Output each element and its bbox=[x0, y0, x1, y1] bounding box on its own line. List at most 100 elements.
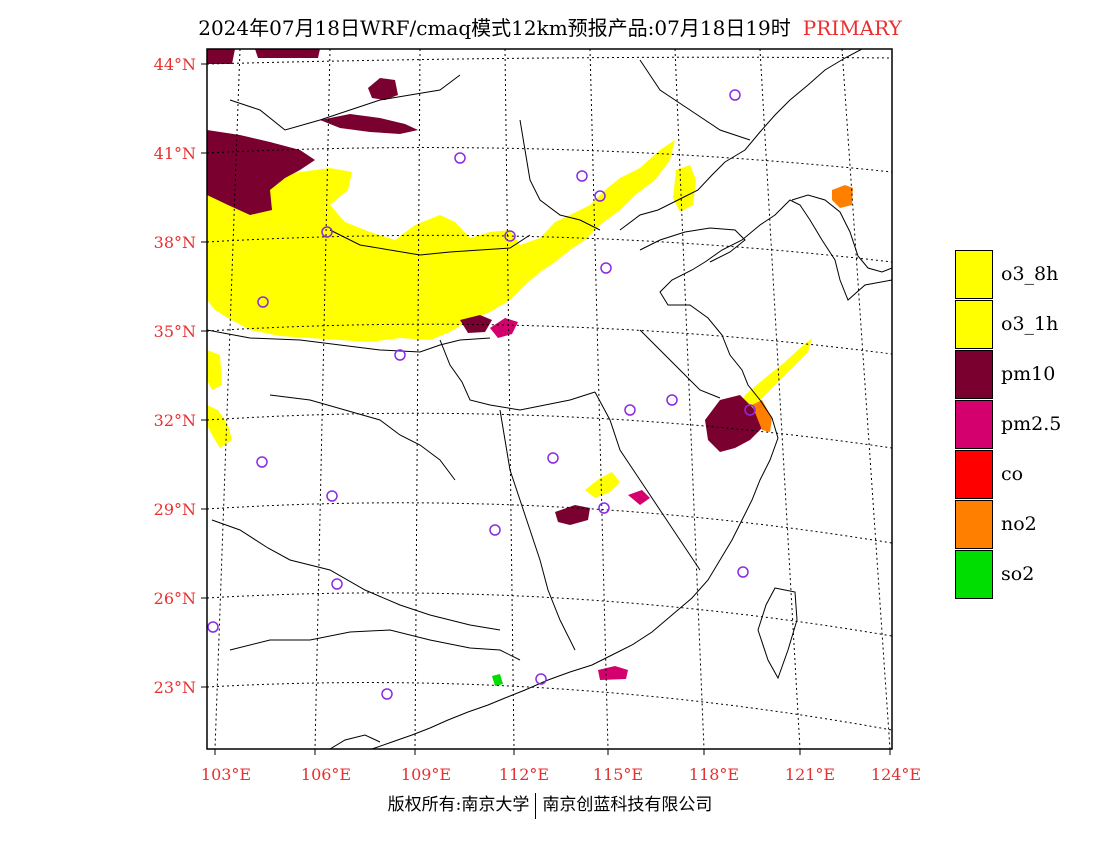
meridian-112e bbox=[504, 49, 515, 749]
lat-label: 32°N bbox=[154, 411, 196, 430]
lat-label: 44°N bbox=[154, 55, 196, 74]
taiwan-island bbox=[757, 587, 798, 680]
city-marker bbox=[600, 262, 612, 274]
city-markers bbox=[207, 89, 756, 700]
lon-label: 124°E bbox=[871, 765, 921, 784]
legend-item-no2: no2 bbox=[955, 499, 1061, 549]
meridian-118e bbox=[674, 49, 705, 749]
province-11 bbox=[229, 629, 521, 661]
province-6 bbox=[594, 391, 701, 571]
legend-item-pm10: pm10 bbox=[955, 349, 1061, 399]
lat-label: 23°N bbox=[154, 678, 196, 697]
korea-coast bbox=[791, 194, 892, 273]
legend: o3_8h o3_1h pm10 pm2.5 co no2 so2 bbox=[955, 249, 1061, 599]
o3-region-northeast bbox=[673, 165, 696, 212]
city-marker bbox=[594, 190, 606, 202]
title-text: 2024年07月18日WRF/cmaq模式12km预报产品:07月18日19时 bbox=[198, 16, 791, 40]
legend-swatch bbox=[955, 399, 993, 449]
footer-credit: 版权所有:南京大学 南京创蓝科技有限公司 bbox=[0, 790, 1100, 819]
lat-label: 35°N bbox=[154, 322, 196, 341]
lon-label: 106°E bbox=[301, 765, 351, 784]
shandong-coast bbox=[639, 227, 746, 263]
lat-label: 38°N bbox=[154, 233, 196, 252]
meridian-109e bbox=[414, 49, 421, 749]
city-marker bbox=[547, 452, 559, 464]
no2-patch-korea bbox=[832, 185, 853, 208]
legend-item-co: co bbox=[955, 449, 1061, 499]
legend-label: co bbox=[1001, 463, 1024, 485]
city-marker bbox=[535, 673, 547, 685]
legend-swatch bbox=[955, 349, 993, 399]
legend-label: pm2.5 bbox=[1001, 413, 1062, 435]
lon-label: 118°E bbox=[689, 765, 739, 784]
province-5 bbox=[499, 409, 576, 651]
city-marker bbox=[257, 296, 269, 308]
meridian-121e bbox=[759, 49, 801, 749]
bohai-coast bbox=[619, 49, 863, 231]
title-primary-tag: PRIMARY bbox=[802, 16, 902, 40]
meridian-124e bbox=[841, 49, 891, 749]
longitude-labels: 103°E 106°E 109°E 112°E 115°E 118°E 121°… bbox=[201, 765, 921, 784]
legend-label: no2 bbox=[1001, 513, 1037, 535]
pm10-patch-44n bbox=[368, 78, 398, 100]
legend-label: o3_8h bbox=[1001, 263, 1059, 285]
city-marker bbox=[624, 404, 636, 416]
pm25-patch-north bbox=[490, 318, 518, 338]
legend-swatch bbox=[955, 249, 993, 299]
lat-label: 29°N bbox=[154, 500, 196, 519]
axis-ticks bbox=[201, 63, 891, 755]
city-marker bbox=[737, 566, 749, 578]
city-marker bbox=[744, 404, 756, 416]
province-8 bbox=[229, 74, 461, 131]
legend-label: so2 bbox=[1001, 563, 1035, 585]
city-marker bbox=[331, 578, 343, 590]
city-marker bbox=[321, 226, 333, 238]
province-2 bbox=[439, 339, 596, 411]
map-frame bbox=[206, 48, 893, 750]
pm10-strip-top bbox=[255, 49, 320, 58]
pollutant-shading bbox=[207, 49, 853, 686]
city-marker bbox=[326, 490, 338, 502]
legend-label: pm10 bbox=[1001, 363, 1056, 385]
lon-label: 121°E bbox=[785, 765, 835, 784]
legend-swatch bbox=[955, 549, 993, 599]
legend-swatch bbox=[955, 449, 993, 499]
lon-label: 112°E bbox=[499, 765, 549, 784]
meridian-103e bbox=[214, 49, 241, 749]
province-7 bbox=[329, 229, 531, 256]
so2-patch-south bbox=[492, 674, 503, 686]
legend-label: o3_1h bbox=[1001, 313, 1059, 335]
province-1 bbox=[207, 329, 491, 353]
city-marker bbox=[576, 170, 588, 182]
province-3 bbox=[269, 394, 456, 481]
latitude-labels: 44°N 41°N 38°N 35°N 32°N 29°N 26°N 23°N bbox=[154, 55, 196, 697]
city-marker bbox=[454, 152, 466, 164]
graticule bbox=[207, 49, 892, 749]
footer-copyright: 版权所有:南京大学 bbox=[387, 795, 530, 815]
lon-label: 109°E bbox=[401, 765, 451, 784]
legend-item-o3-8h: o3_8h bbox=[955, 249, 1061, 299]
province-4 bbox=[211, 519, 501, 631]
legend-swatch bbox=[955, 299, 993, 349]
pm10-patch-central2 bbox=[460, 315, 492, 333]
province-10 bbox=[639, 59, 751, 141]
city-marker bbox=[381, 688, 393, 700]
lat-label: 41°N bbox=[154, 144, 196, 163]
city-marker bbox=[666, 394, 678, 406]
city-marker bbox=[394, 349, 406, 361]
city-marker bbox=[729, 89, 741, 101]
city-marker bbox=[598, 502, 610, 514]
pm10-patch-corner bbox=[207, 49, 235, 64]
footer-company: 南京创蓝科技有限公司 bbox=[542, 795, 713, 815]
parallel-44n bbox=[207, 56, 892, 65]
pm25-patch-central bbox=[628, 490, 650, 505]
city-marker bbox=[489, 524, 501, 536]
city-marker bbox=[207, 621, 219, 633]
no2-patch-shanghai bbox=[752, 400, 772, 432]
meridian-106e bbox=[314, 49, 331, 749]
parallel-26n bbox=[207, 592, 892, 637]
pm10-region-northwest bbox=[207, 130, 315, 215]
pm10-patch-central bbox=[555, 505, 590, 525]
coastline bbox=[371, 199, 892, 749]
